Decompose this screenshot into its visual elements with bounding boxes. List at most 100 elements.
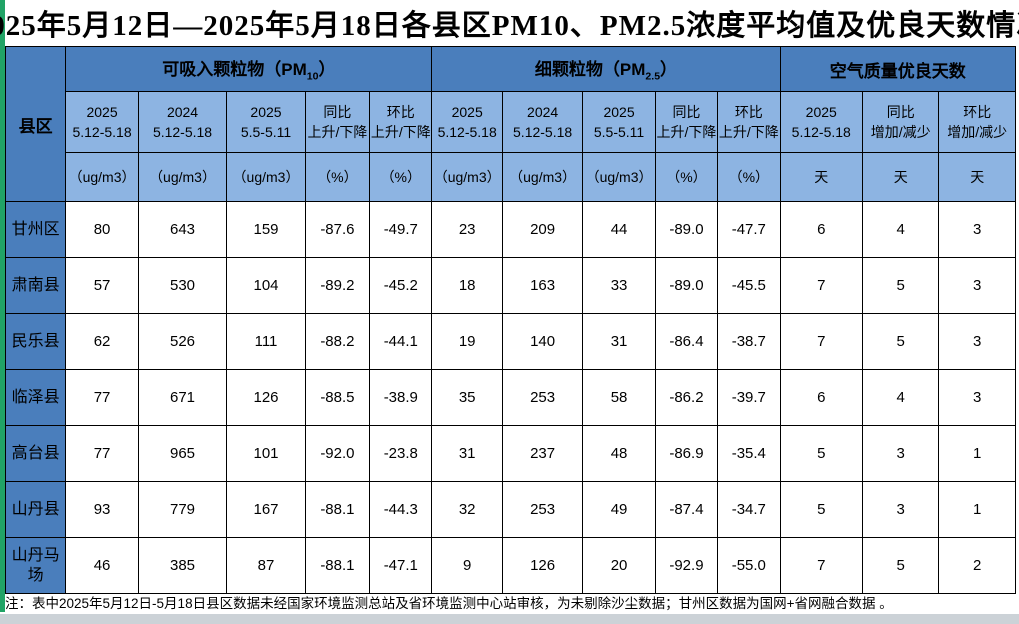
group-header-pm10: 可吸入颗粒物（PM10）: [65, 46, 433, 92]
col-header-pm10-2025: 2025 5.12-5.18: [65, 91, 139, 153]
table-cell: 20: [582, 537, 656, 594]
group-header-pm25: 细颗粒物（PM2.5）: [431, 46, 781, 92]
table-cell: -86.4: [654, 313, 719, 370]
table-cell: 46: [65, 537, 139, 594]
table-cell: 5: [779, 425, 863, 482]
row-header-county: 高台县: [4, 425, 67, 482]
table-cell: -45.2: [369, 257, 433, 314]
table-cell: -86.9: [654, 425, 719, 482]
col-header-days-2025: 2025 5.12-5.18: [779, 91, 863, 153]
left-accent-bar: [0, 0, 5, 612]
footnote: 注：表中2025年5月12日-5月18日县区数据未经国家环境监测总站及省环境监测…: [5, 595, 893, 611]
table-cell: 5: [779, 481, 863, 538]
pm10-label-prefix: 可吸入颗粒物（PM: [162, 60, 307, 80]
pm25-label-prefix: 细颗粒物（PM: [534, 60, 646, 80]
table-cell: 159: [226, 201, 306, 258]
table-row-ganzhou: 甘州区 80 643 159 -87.6 -49.7 23 209 44 -89…: [4, 201, 1016, 258]
corner-header-county: 县区: [4, 46, 67, 202]
table-cell: 18: [431, 257, 503, 314]
table-cell: 7: [779, 257, 863, 314]
col-header-pm10-yoy: 同比 上升/下降: [304, 91, 371, 153]
table-cell: -49.7: [369, 201, 433, 258]
unit-cell: 天: [861, 152, 940, 202]
unit-cell: （%）: [369, 152, 433, 202]
table-cell: 237: [501, 425, 584, 482]
period-header-row: 2025 5.12-5.18 2024 5.12-5.18 2025 5.5-5…: [6, 91, 1016, 153]
table-cell: 49: [582, 481, 656, 538]
table-cell: -88.1: [304, 537, 371, 594]
table-cell: 6: [779, 369, 863, 426]
table-cell: -44.3: [369, 481, 433, 538]
unit-cell: （ug/m3）: [226, 152, 306, 202]
table-cell: 87: [226, 537, 306, 594]
table-cell: -38.7: [717, 313, 781, 370]
table-cell: -34.7: [717, 481, 781, 538]
table-cell: -23.8: [369, 425, 433, 482]
table-cell: -89.2: [304, 257, 371, 314]
unit-cell: （%）: [304, 152, 371, 202]
row-header-county: 甘州区: [4, 201, 67, 258]
col-header-pm25-mom: 环比 上升/下降: [717, 91, 781, 153]
col-header-days-yoy: 同比 增加/减少: [861, 91, 940, 153]
table-cell: 7: [779, 313, 863, 370]
table-row-minle: 民乐县 62 526 111 -88.2 -44.1 19 140 31 -86…: [4, 313, 1016, 370]
unit-header-row: （ug/m3） （ug/m3） （ug/m3） （%） （%） （ug/m3） …: [6, 152, 1016, 202]
table-cell: -92.0: [304, 425, 371, 482]
unit-cell: 天: [938, 152, 1016, 202]
col-header-pm25-2025: 2025 5.12-5.18: [431, 91, 503, 153]
table-cell: 104: [226, 257, 306, 314]
col-header-pm25-yoy: 同比 上升/下降: [654, 91, 719, 153]
table-cell: -89.0: [654, 257, 719, 314]
group-header-row: 县区 可吸入颗粒物（PM10） 细颗粒物（PM2.5） 空气质量优良天数: [4, 46, 1016, 202]
table-cell: 31: [431, 425, 503, 482]
table-cell: -92.9: [654, 537, 719, 594]
table-cell: 163: [501, 257, 584, 314]
col-header-pm10-mom: 环比 上升/下降: [369, 91, 433, 153]
unit-cell: （ug/m3）: [582, 152, 656, 202]
table-cell: 80: [65, 201, 139, 258]
pm25-label-suffix: ）: [660, 60, 678, 80]
unit-cell: （%）: [654, 152, 719, 202]
table-cell: 3: [938, 257, 1016, 314]
table-cell: -89.0: [654, 201, 719, 258]
table-cell: -87.6: [304, 201, 371, 258]
table-cell: 57: [65, 257, 139, 314]
table-cell: -88.2: [304, 313, 371, 370]
unit-cell: （ug/m3）: [137, 152, 228, 202]
group-header-good-air-days: 空气质量优良天数: [779, 46, 1016, 92]
table-cell: 77: [65, 369, 139, 426]
col-header-pm25-prevweek: 2025 5.5-5.11: [582, 91, 656, 153]
table-cell: 671: [137, 369, 228, 426]
table-row-shandan: 山丹县 93 779 167 -88.1 -44.3 32 253 49 -87…: [4, 481, 1016, 538]
row-header-county: 肃南县: [4, 257, 67, 314]
col-header-pm25-2024: 2024 5.12-5.18: [501, 91, 584, 153]
table-cell: 44: [582, 201, 656, 258]
table-cell: 643: [137, 201, 228, 258]
table-cell: -35.4: [717, 425, 781, 482]
table-cell: -55.0: [717, 537, 781, 594]
bottom-divider-bar: [0, 614, 1019, 624]
table-cell: 3: [938, 369, 1016, 426]
table-cell: 779: [137, 481, 228, 538]
data-table: 县区 可吸入颗粒物（PM10） 细颗粒物（PM2.5） 空气质量优良天数 202…: [4, 46, 1016, 594]
row-header-county: 民乐县: [4, 313, 67, 370]
table-cell: -47.7: [717, 201, 781, 258]
pm25-subscript: 2.5: [645, 70, 661, 83]
pm10-subscript: 10: [306, 70, 319, 83]
table-cell: 4: [861, 201, 940, 258]
table-cell: 126: [226, 369, 306, 426]
unit-cell: 天: [779, 152, 863, 202]
table-cell: 35: [431, 369, 503, 426]
table-cell: 140: [501, 313, 584, 370]
page-title: 2025年5月12日—2025年5月18日各县区PM10、PM2.5浓度平均值及…: [0, 10, 1019, 42]
table-cell: 5: [861, 313, 940, 370]
table-row-shandan-machang: 山丹马场 46 385 87 -88.1 -47.1 9 126 20 -92.…: [4, 537, 1016, 594]
table-cell: 111: [226, 313, 306, 370]
table-cell: 385: [137, 537, 228, 594]
row-header-county: 临泽县: [4, 369, 67, 426]
table-cell: -87.4: [654, 481, 719, 538]
table-cell: 526: [137, 313, 228, 370]
table-cell: 167: [226, 481, 306, 538]
table-cell: 1: [938, 425, 1016, 482]
table-cell: 77: [65, 425, 139, 482]
